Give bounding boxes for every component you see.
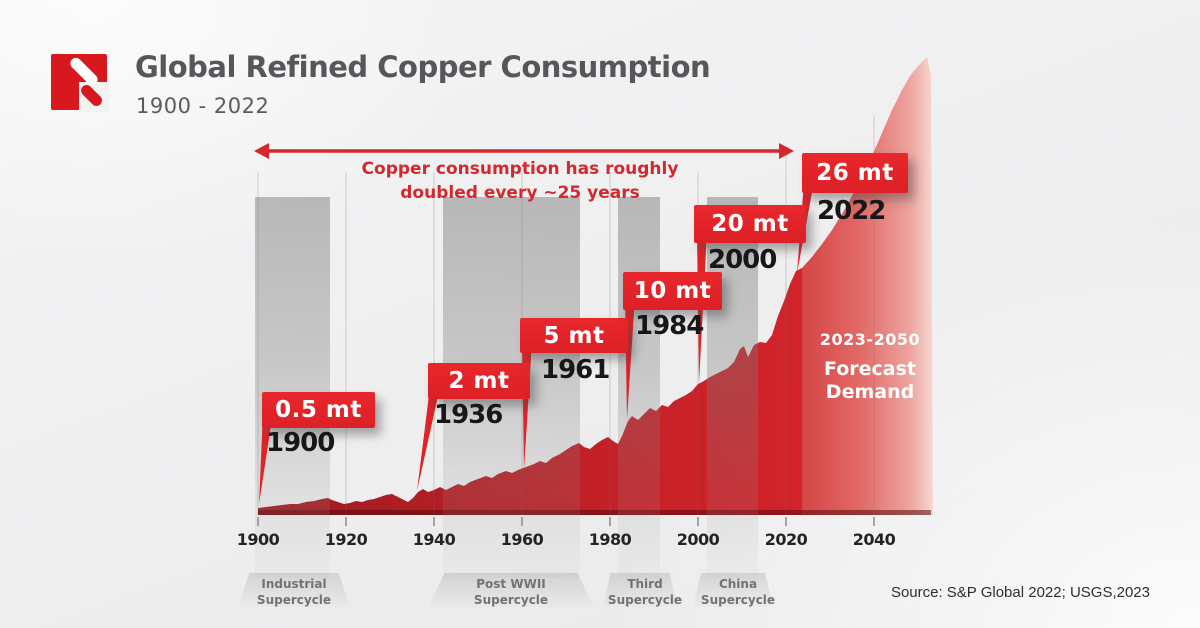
pedestal-third [603,573,677,607]
x-tick-2040: 2040 [852,530,896,549]
milestone-value: 20 mt [711,211,789,237]
annotation-line-1: Copper consumption has roughly [361,159,679,179]
milestone-value: 26 mt [816,160,894,186]
milestone-year-1936: 1936 [434,400,503,430]
milestone-year-1961: 1961 [541,355,610,385]
milestone-badge-1900: 0.5 mt [262,392,375,428]
x-tick-2000: 2000 [676,530,720,549]
page-subtitle: 1900 - 2022 [136,94,270,118]
milestone-value: 10 mt [633,278,712,304]
cycle-line-2: Supercycle [256,593,332,608]
x-tick-1920: 1920 [324,530,368,549]
milestone-value: 2 mt [448,368,510,394]
cycle-line-2: Supercycle [700,593,776,608]
axis-ticks [257,517,875,526]
cycle-line-2: Supercycle [607,593,683,608]
band-china-supercycle [707,197,758,578]
label-third-supercycle: Third Supercycle [595,576,695,608]
label-china-supercycle: China Supercycle [688,576,788,608]
pedestal-industrial [238,573,350,607]
milestone-badge-2000: 20 mt [694,205,806,243]
milestone-badge-1961: 5 mt [520,318,628,353]
milestone-year-2000: 2000 [708,245,777,275]
milestone-value: 5 mt [543,322,605,349]
annotation-line-2: doubled every ~25 years [400,182,640,203]
band-industrial-supercycle [255,197,330,578]
milestone-year-2022: 2022 [817,196,886,226]
cycle-line-1: Post WWII [476,577,546,591]
cycle-line-1: Third [627,577,663,591]
brand-logo [51,54,109,112]
history-area [258,268,802,515]
baseline-shade [258,510,931,515]
label-postwwii-supercycle: Post WWII Supercycle [431,576,591,608]
milestone-value: 0.5 mt [275,397,362,423]
pedestal-postwwii [428,573,594,607]
x-tick-1960: 1960 [500,530,544,549]
x-tick-2020: 2020 [764,530,808,549]
pedestal-china [693,573,773,607]
cycle-line-1: Industrial [261,577,327,591]
band-third-supercycle [618,197,660,578]
x-tick-1900: 1900 [236,530,280,549]
milestone-badge-1984: 10 mt [623,272,722,310]
x-tick-1980: 1980 [588,530,632,549]
milestone-year-1984: 1984 [635,311,704,341]
span-arrow [254,143,794,159]
cycle-line-2: Supercycle [473,593,549,608]
forecast-label-1: Forecast [824,358,916,380]
label-industrial-supercycle: Industrial Supercycle [234,576,354,608]
cycle-line-1: China [718,577,758,591]
x-tick-1940: 1940 [412,530,456,549]
page-title: Global Refined Copper Consumption [135,50,711,84]
milestone-year-1900: 1900 [266,428,335,458]
forecast-label-2: Demand [825,381,915,403]
source-citation: Source: S&P Global 2022; USGS,2023 [890,584,1150,601]
doubling-annotation: Copper consumption has roughly doubled e… [320,158,720,206]
forecast-range: 2023-2050 [819,330,921,349]
milestone-badge-1936: 2 mt [428,363,530,399]
milestone-badge-2022: 26 mt [802,153,908,193]
